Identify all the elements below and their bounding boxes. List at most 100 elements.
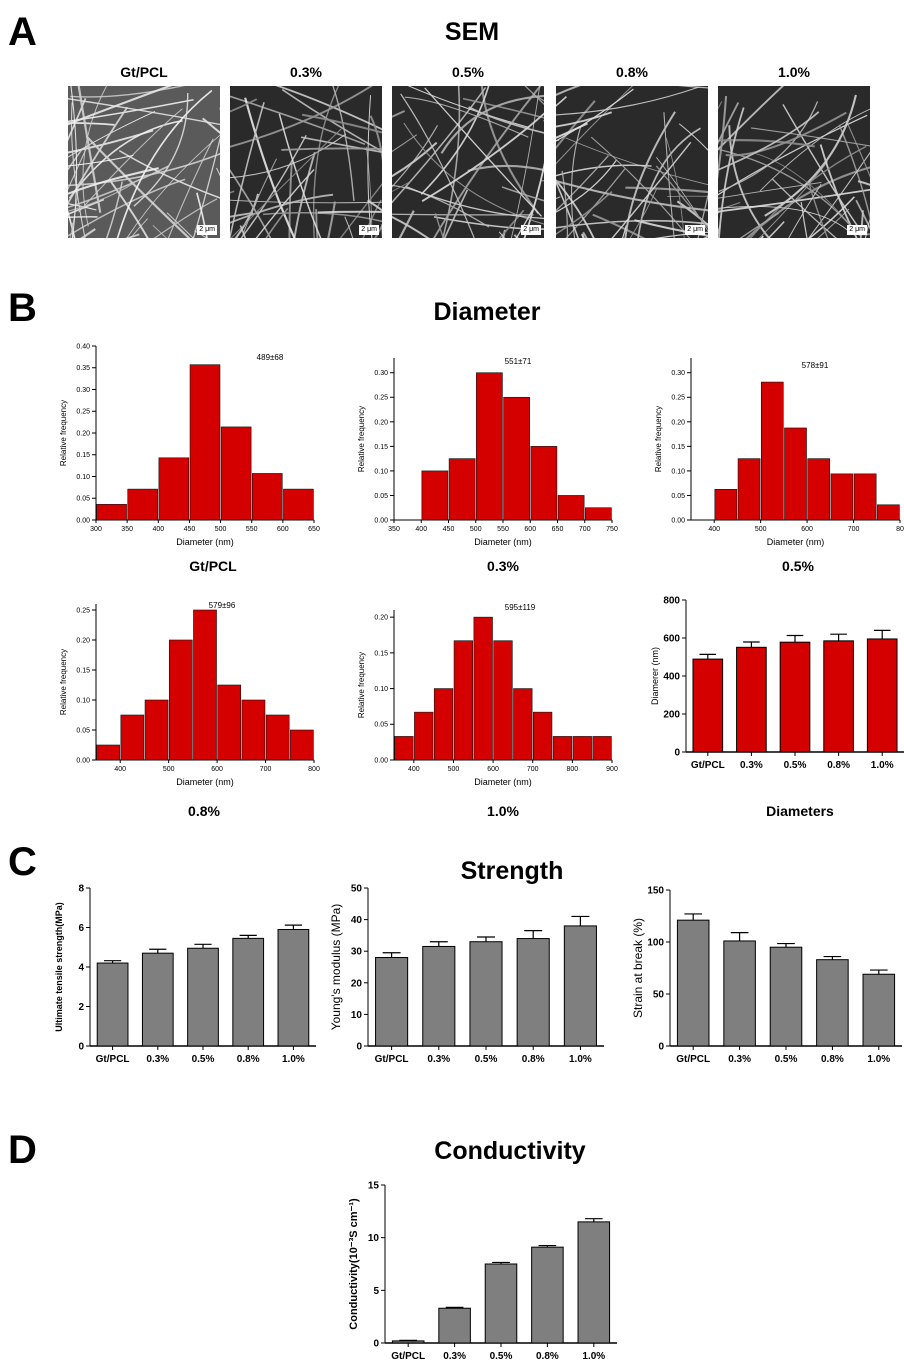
fiber-strand (745, 166, 870, 238)
sem-label: 0.3% (290, 64, 322, 80)
y-tick-label: 0.20 (374, 419, 388, 426)
bar (866, 638, 898, 753)
y-tick-label: 10 (368, 1233, 380, 1244)
panel-letter-d: D (8, 1128, 37, 1172)
x-tick-label: 450 (184, 526, 196, 533)
x-tick-label: 400 (152, 526, 164, 533)
histogram-bar (585, 507, 612, 521)
fiber-strand (255, 169, 315, 238)
fiber-strand (467, 164, 544, 172)
x-tick-label: 0.8% (536, 1351, 559, 1362)
y-tick-label: 0.10 (374, 468, 388, 475)
histogram-bar (96, 504, 127, 521)
x-tick-label: 500 (448, 766, 460, 773)
fiber-strand (392, 141, 438, 178)
x-tick-label: 800 (308, 766, 320, 773)
bar (823, 640, 854, 753)
bar (96, 962, 129, 1047)
fiber-strand (230, 95, 366, 145)
x-tick-label: 0.5% (784, 760, 807, 771)
histogram-0-8: 0.00 0.05 0.10 0.15 0.20 0.25 400 500 600 700 800 D… (59, 601, 320, 787)
histogram-bar (220, 426, 252, 521)
x-tick-label: 0.8% (522, 1054, 545, 1065)
y-tick-label: 0.10 (76, 474, 90, 481)
bar (779, 641, 811, 753)
histogram-bar (737, 458, 761, 521)
histogram-bar (853, 473, 877, 521)
y-tick-label: 600 (663, 634, 680, 645)
bar (516, 938, 550, 1047)
sem-image: 2 μm (718, 86, 870, 238)
strength-section-title: Strength (460, 857, 564, 885)
x-tick-label: 400 (415, 526, 427, 533)
fiber-strand (510, 86, 541, 238)
histogram-bar (572, 736, 592, 761)
fiber-strand (281, 88, 382, 153)
y-axis-label: Conductivity(10⁻³S cm⁻¹) (348, 1198, 360, 1330)
bar (676, 919, 710, 1047)
fiber-strand (556, 86, 700, 116)
x-tick-label: 700 (260, 766, 272, 773)
sem-image: 2 μm (68, 86, 220, 238)
fiber-strand (565, 168, 626, 238)
chart-caption-0-3: 0.3% (487, 558, 519, 574)
fiber-strand (556, 155, 609, 212)
x-tick-label: 1.0% (867, 1054, 890, 1065)
fiber-strand (501, 186, 544, 202)
fiber-strand (398, 210, 415, 238)
fiber-strand (166, 212, 194, 238)
bar (563, 925, 597, 1047)
fiber-strand (241, 158, 277, 238)
y-tick-label: 0.25 (374, 395, 388, 402)
x-tick-label: 650 (552, 526, 564, 533)
fiber-strand (655, 165, 708, 230)
fiber-strand (556, 179, 595, 238)
fiber-strand (771, 178, 837, 238)
histogram-bar (217, 684, 242, 761)
x-tick-label: 700 (848, 526, 860, 533)
fiber-strand (847, 124, 870, 178)
fiber-strand (420, 86, 490, 195)
fiber-strand (665, 137, 685, 238)
histogram-bar (453, 640, 473, 761)
x-tick-label: 400 (708, 526, 720, 533)
fiber-strand (468, 106, 544, 134)
y-tick-label: 0.05 (374, 722, 388, 729)
fiber-strand (782, 104, 860, 229)
fiber-strand (68, 106, 129, 205)
scale-bar: 2 μm (685, 225, 705, 235)
fiber-strand (634, 219, 708, 237)
x-tick-label: 500 (163, 766, 175, 773)
histogram-bar (158, 457, 190, 521)
y-axis-label: Relative frequency (357, 406, 366, 472)
y-tick-label: 0.00 (374, 757, 388, 764)
x-tick-label: 600 (211, 766, 223, 773)
fiber-strand (678, 123, 708, 151)
mean-sd-annotation: 595±119 (505, 603, 536, 612)
histogram-bar (283, 488, 314, 521)
fiber-strand (392, 87, 487, 204)
histogram-bar (592, 736, 612, 761)
sem-background (718, 86, 870, 238)
fiber-strand (654, 231, 708, 238)
fiber-strand (332, 86, 355, 202)
fiber-strand (68, 216, 98, 219)
fiber-strand (68, 122, 115, 126)
fiber-strand (118, 149, 220, 199)
mean-sd-annotation: 579±96 (209, 601, 236, 610)
conductivity-section-title: Conductivity (434, 1137, 586, 1165)
x-tick-label: 0.5% (490, 1351, 513, 1362)
x-tick-label: 80 (896, 526, 904, 533)
fiber-strand (367, 95, 373, 238)
conductivity-bar-chart: 0 5 10 15 Gt/PCL 0.3% 0.5% 0.8% 1.0% Conductivity… (348, 1181, 617, 1362)
fiber-strand (109, 179, 149, 238)
y-tick-label: 15 (368, 1181, 380, 1192)
fiber-strand (718, 139, 815, 148)
fiber-strand (230, 193, 334, 224)
histogram-bar (784, 427, 807, 521)
bar (469, 941, 503, 1047)
y-tick-label: 0 (674, 748, 680, 759)
bar (375, 957, 409, 1047)
bar (141, 952, 174, 1047)
fiber-strand (800, 201, 808, 238)
